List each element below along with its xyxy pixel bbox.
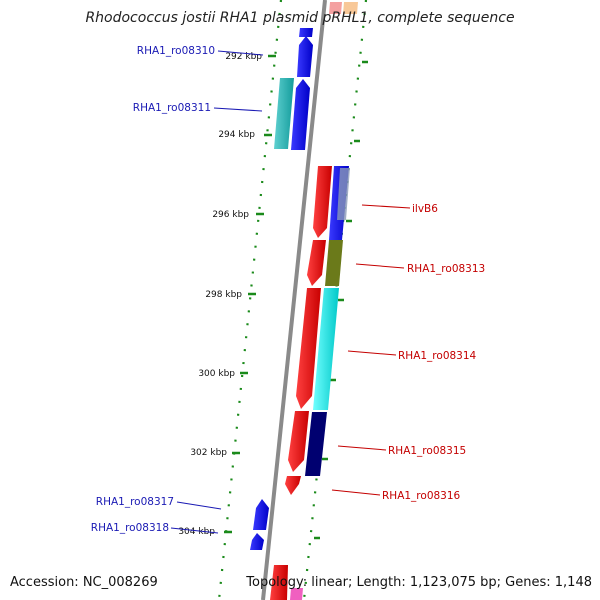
scale-label: 294 kbp bbox=[218, 130, 255, 140]
gene-bottom-partial[interactable] bbox=[290, 588, 303, 600]
plasmid-backbone bbox=[261, 0, 327, 600]
gene-label-RHA1_ro08317[interactable]: RHA1_ro08317 bbox=[96, 496, 174, 508]
leader-lines-right bbox=[331, 204, 411, 496]
map-title: Rhodococcus jostii RHA1 plasmid pRHL1, c… bbox=[85, 10, 515, 26]
gene-RHA1_ro08317[interactable] bbox=[253, 499, 269, 530]
gene-label-RHA1_ro08315[interactable]: RHA1_ro08315 bbox=[388, 445, 466, 457]
gene-bottom-partial[interactable] bbox=[270, 565, 288, 600]
gene-label-RHA1_ro08318[interactable]: RHA1_ro08318 bbox=[91, 522, 169, 534]
gene-ilvB6-red[interactable] bbox=[313, 166, 332, 238]
gene-RHA1_ro08315-red[interactable] bbox=[288, 411, 309, 472]
gene-RHA1_ro08315-navy[interactable] bbox=[305, 412, 327, 476]
gene-RHA1_ro08310[interactable] bbox=[297, 36, 313, 77]
gene-label-RHA1_ro08310[interactable]: RHA1_ro08310 bbox=[137, 45, 215, 57]
gene-RHA1_ro08316[interactable] bbox=[285, 476, 301, 495]
gene-label-RHA1_ro08311[interactable]: RHA1_ro08311 bbox=[133, 102, 211, 114]
topology-text: Topology: linear; Length: 1,123,075 bp; … bbox=[246, 575, 592, 590]
gene-RHA1_ro08313-olive[interactable] bbox=[325, 240, 343, 286]
gene-RHA1_ro08313-red[interactable] bbox=[307, 240, 326, 286]
gene-label-ilvB6[interactable]: ilvB6 bbox=[412, 203, 438, 215]
scale-label: 302 kbp bbox=[190, 448, 227, 458]
scale-label: 292 kbp bbox=[225, 52, 262, 62]
scale-label: 304 kbp bbox=[178, 527, 215, 537]
gene-RHA1_ro08311-cog[interactable] bbox=[274, 78, 294, 149]
accession-text: Accession: NC_008269 bbox=[10, 575, 158, 590]
scale-label: 300 kbp bbox=[198, 369, 235, 379]
gene-top-partial[interactable] bbox=[329, 2, 342, 14]
gene-ilvB6-grey[interactable] bbox=[337, 168, 350, 220]
gene-top-partial[interactable] bbox=[343, 2, 358, 14]
leader-lines-left bbox=[170, 50, 264, 534]
gene-RHA1_ro08314-cyan[interactable] bbox=[313, 288, 339, 410]
gene-RHA1_ro08314-red[interactable] bbox=[296, 288, 321, 409]
scale-label: 298 kbp bbox=[205, 290, 242, 300]
major-ticks bbox=[224, 54, 368, 540]
gene-label-RHA1_ro08313[interactable]: RHA1_ro08313 bbox=[407, 263, 485, 275]
gene-top-partial[interactable] bbox=[299, 28, 313, 37]
gene-RHA1_ro08318[interactable] bbox=[250, 533, 264, 550]
gene-RHA1_ro08311[interactable] bbox=[291, 79, 310, 150]
scale-label: 296 kbp bbox=[212, 210, 249, 220]
gene-label-RHA1_ro08316[interactable]: RHA1_ro08316 bbox=[382, 490, 461, 502]
gene-label-RHA1_ro08314[interactable]: RHA1_ro08314 bbox=[398, 350, 477, 362]
